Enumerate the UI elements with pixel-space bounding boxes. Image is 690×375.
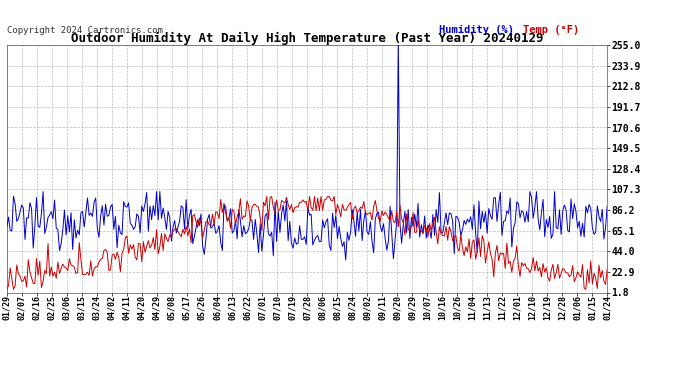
Text: Humidity (%): Humidity (%) [439, 25, 514, 35]
Text: Copyright 2024 Cartronics.com: Copyright 2024 Cartronics.com [7, 26, 163, 35]
Text: Temp (°F): Temp (°F) [523, 25, 580, 35]
Title: Outdoor Humidity At Daily High Temperature (Past Year) 20240129: Outdoor Humidity At Daily High Temperatu… [71, 32, 543, 45]
